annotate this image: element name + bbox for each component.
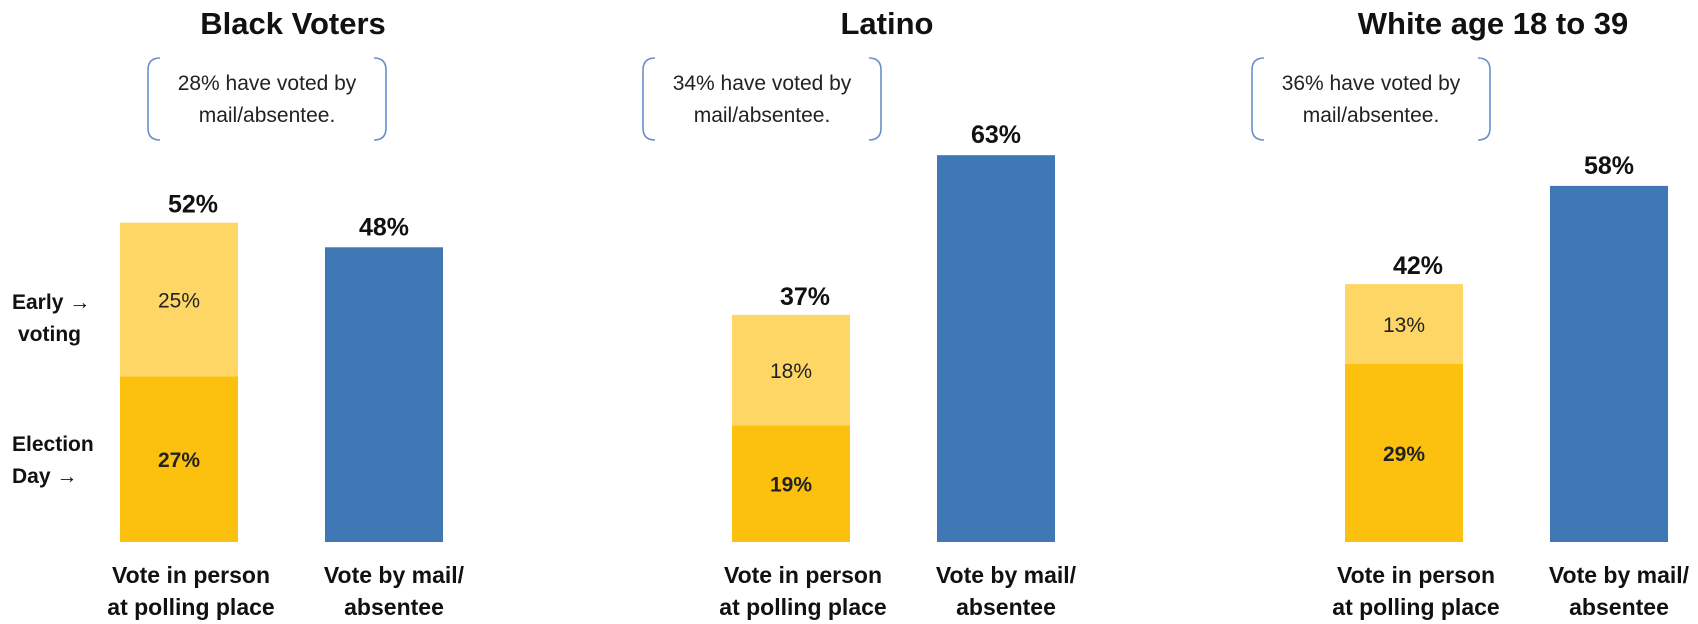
data-label-early-voting: 18% [770,360,812,383]
note-text-line1: 28% have voted by [178,72,357,95]
side-label-early: Early → voting [12,291,90,346]
data-label-mail-total: 58% [1584,152,1634,180]
category-label-mail-line2: absentee [1569,594,1669,620]
data-label-election-day: 19% [770,474,812,497]
note-text-line2: mail/absentee. [1303,104,1440,127]
bar-election-day [732,425,850,542]
note-text-line2: mail/absentee. [694,104,831,127]
bar-early-voting [1345,284,1463,364]
side-label-election-day: Election Day → [12,433,94,488]
note-bracket-right [868,57,882,141]
category-label-mail-line2: absentee [344,594,444,620]
category-label-in-person-line2: at polling place [719,594,886,620]
data-label-in-person-total: 52% [168,191,218,219]
note-text-line1: 36% have voted by [1282,72,1461,95]
bar-mail [1550,185,1668,542]
chart-title: Black Voters [200,6,386,41]
bar-election-day [120,376,238,542]
chart-panel-1: Black Voters 28% have voted by mail/absent… [107,6,464,620]
data-label-election-day: 27% [158,449,200,472]
chart-panel-3: White age 18 to 39 36% have voted by mail/… [1251,6,1690,620]
bar-early-voting [120,222,238,377]
note-bracket-left [147,57,161,141]
chart-title: White age 18 to 39 [1358,6,1628,41]
bar-election-day [1345,363,1463,542]
category-label-in-person-line2: at polling place [107,594,274,620]
category-label-mail-line2: absentee [956,594,1056,620]
side-label-election-day-line2: Day → [12,465,77,488]
category-label-in-person-line1: Vote in person [1337,562,1495,588]
chart-panel-2: Latino 34% have voted by mail/absentee. 19%… [642,6,1077,620]
side-label-election-day-line1: Election [12,433,94,456]
data-label-early-voting: 13% [1383,314,1425,337]
data-label-mail-total: 63% [971,121,1021,149]
bar-mail [937,155,1055,542]
note-bracket-left [642,57,656,141]
data-label-election-day: 29% [1383,443,1425,466]
data-label-early-voting: 25% [158,289,200,312]
bar-early-voting [732,314,850,426]
category-label-in-person-line1: Vote in person [724,562,882,588]
note-bracket-right [1477,57,1491,141]
category-label-mail-line1: Vote by mail/ [324,562,465,588]
note-bracket-left [1251,57,1265,141]
data-label-mail-total: 48% [359,213,409,241]
category-label-in-person-line2: at polling place [1332,594,1499,620]
side-label-early-line2: voting [18,323,81,346]
bar-mail [325,247,443,542]
chart-title: Latino [841,6,934,41]
side-label-early-line1: Early → [12,291,90,314]
note-text-line1: 34% have voted by [673,72,852,95]
category-label-in-person-line1: Vote in person [112,562,270,588]
data-label-in-person-total: 37% [780,283,830,311]
category-label-mail-line1: Vote by mail/ [1549,562,1690,588]
category-label-mail-line1: Vote by mail/ [936,562,1077,588]
data-label-in-person-total: 42% [1393,252,1443,280]
note-text-line2: mail/absentee. [199,104,336,127]
note-bracket-right [373,57,387,141]
